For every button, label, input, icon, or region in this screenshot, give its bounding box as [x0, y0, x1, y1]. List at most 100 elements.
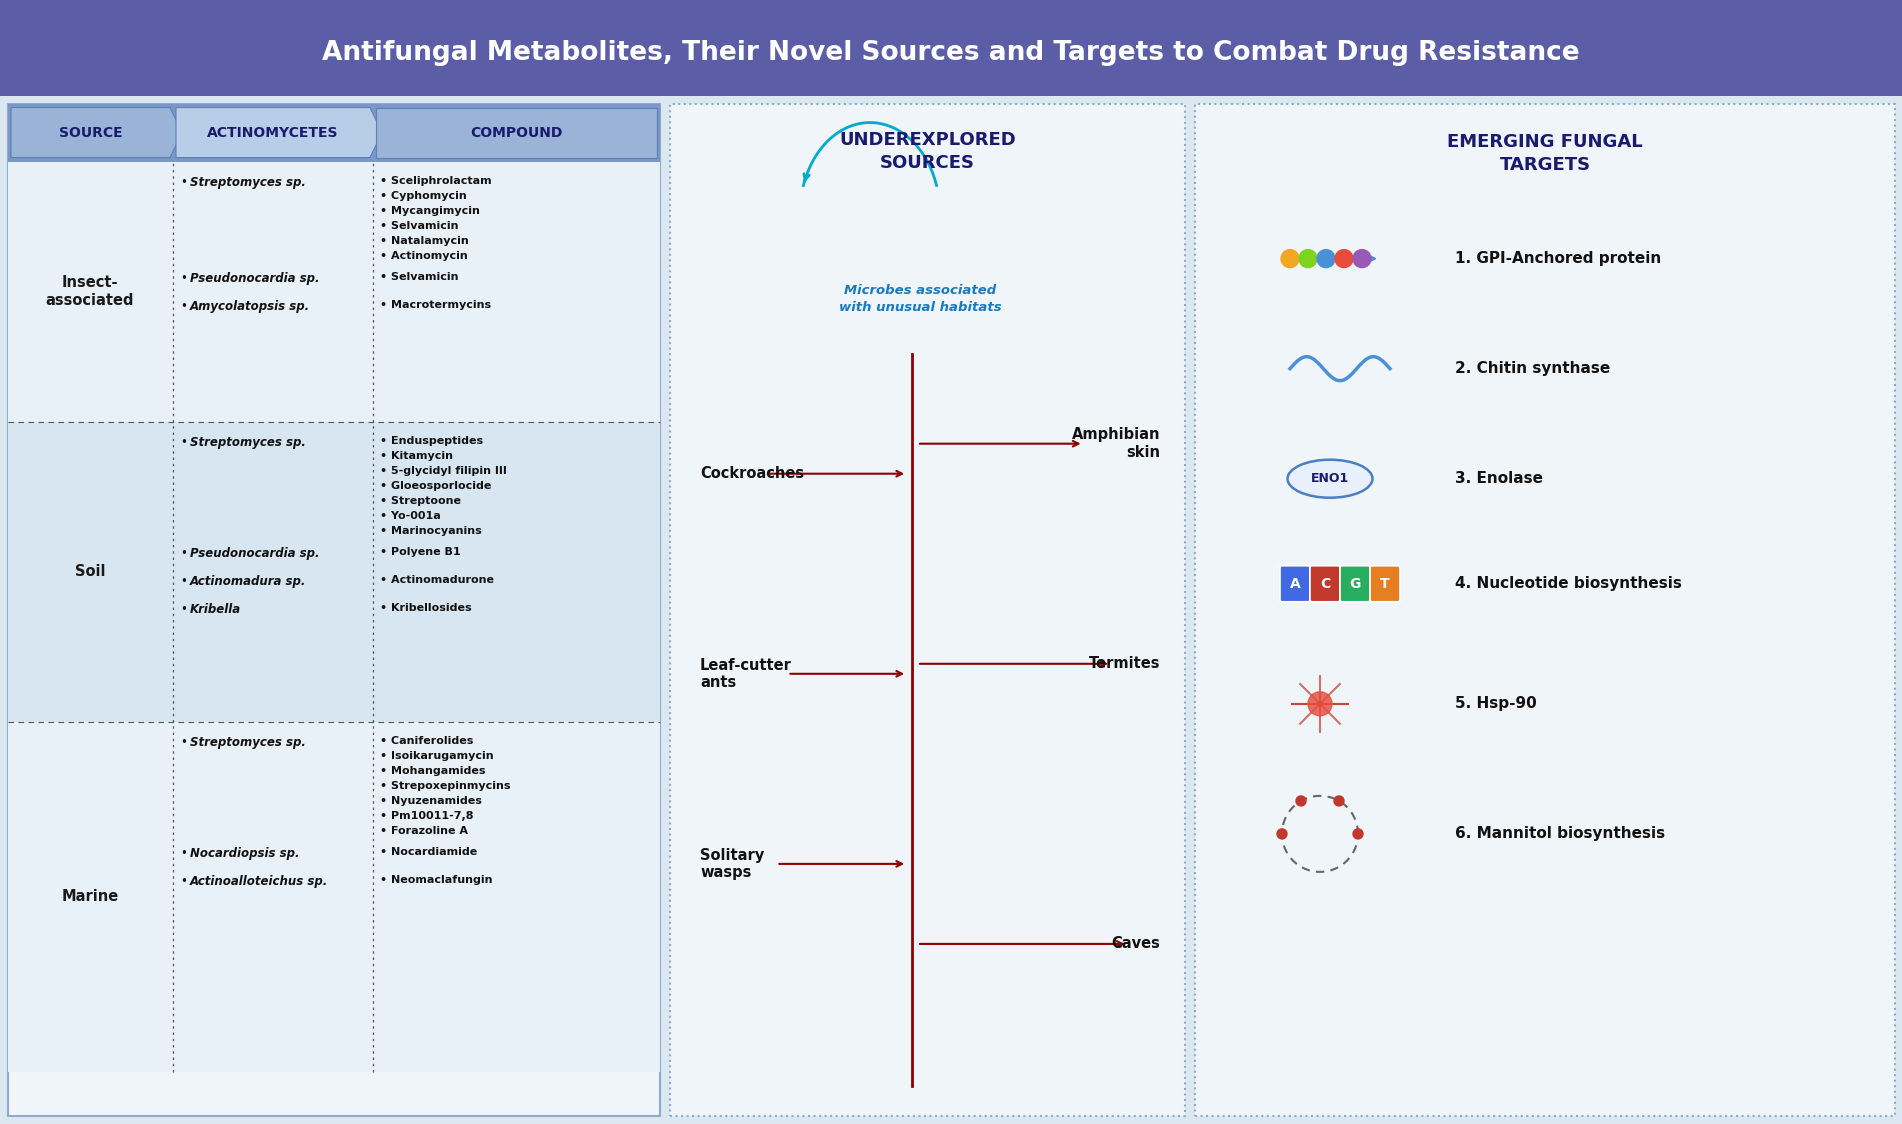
Text: • Neomaclafungin: • Neomaclafungin	[380, 874, 493, 885]
Circle shape	[1352, 828, 1364, 839]
Text: Solitary
wasps: Solitary wasps	[700, 847, 765, 880]
Text: • Cyphomycin: • Cyphomycin	[380, 191, 466, 200]
Text: Leaf-cutter
ants: Leaf-cutter ants	[700, 658, 791, 690]
Circle shape	[1309, 691, 1331, 716]
FancyBboxPatch shape	[1280, 565, 1310, 601]
Ellipse shape	[1288, 460, 1373, 498]
Text: 3. Enolase: 3. Enolase	[1455, 471, 1543, 487]
Text: •: •	[181, 272, 186, 284]
Text: Antifungal Metabolites, Their Novel Sources and Targets to Combat Drug Resistanc: Antifungal Metabolites, Their Novel Sour…	[321, 39, 1581, 65]
Text: • Actinomycin: • Actinomycin	[380, 251, 468, 261]
Text: COMPOUND: COMPOUND	[470, 126, 563, 139]
Text: • Pm10011-7,8: • Pm10011-7,8	[380, 810, 474, 821]
Text: • Selvamicin: • Selvamicin	[380, 272, 458, 282]
Text: Kribella: Kribella	[190, 602, 242, 616]
Text: •: •	[181, 874, 186, 888]
Text: • Actinomadurone: • Actinomadurone	[380, 574, 495, 584]
Text: Streptomyces sp.: Streptomyces sp.	[190, 436, 306, 448]
FancyBboxPatch shape	[1194, 103, 1894, 1116]
Text: Amycolatopsis sp.: Amycolatopsis sp.	[190, 300, 310, 312]
FancyBboxPatch shape	[1369, 565, 1400, 601]
Circle shape	[1333, 796, 1345, 806]
Bar	[8, 722, 660, 1072]
Text: •: •	[181, 574, 186, 588]
FancyArrowPatch shape	[921, 941, 1122, 946]
FancyArrowPatch shape	[789, 671, 902, 677]
Text: •: •	[181, 846, 186, 860]
Text: UNDEREXPLORED
SOURCES: UNDEREXPLORED SOURCES	[839, 132, 1016, 172]
Text: 6. Mannitol biosynthesis: 6. Mannitol biosynthesis	[1455, 826, 1664, 842]
Text: •: •	[181, 736, 186, 749]
Text: • Strepoxepinmycins: • Strepoxepinmycins	[380, 781, 510, 791]
Text: • 5-glycidyl filipin III: • 5-glycidyl filipin III	[380, 465, 506, 475]
Text: EMERGING FUNGAL
TARGETS: EMERGING FUNGAL TARGETS	[1447, 134, 1643, 174]
FancyArrowPatch shape	[768, 471, 902, 477]
Text: • Forazoline A: • Forazoline A	[380, 826, 468, 836]
Text: Streptomyces sp.: Streptomyces sp.	[190, 736, 306, 749]
Text: 5. Hsp-90: 5. Hsp-90	[1455, 696, 1537, 711]
Text: Pseudonocardia sp.: Pseudonocardia sp.	[190, 546, 320, 560]
Text: 2. Chitin synthase: 2. Chitin synthase	[1455, 361, 1611, 377]
Polygon shape	[177, 108, 382, 157]
Text: Soil: Soil	[74, 564, 105, 579]
Bar	[8, 162, 660, 422]
Text: • Yo-001a: • Yo-001a	[380, 510, 441, 520]
Text: • Sceliphrolactam: • Sceliphrolactam	[380, 175, 491, 185]
Text: • Gloeosporlocide: • Gloeosporlocide	[380, 481, 491, 491]
Circle shape	[1282, 250, 1299, 268]
Text: • Kitamycin: • Kitamycin	[380, 451, 453, 461]
FancyBboxPatch shape	[670, 103, 1185, 1116]
Text: • Nyuzenamides: • Nyuzenamides	[380, 796, 481, 806]
Text: G: G	[1349, 577, 1360, 591]
Bar	[8, 103, 660, 162]
Text: Actinomadura sp.: Actinomadura sp.	[190, 574, 306, 588]
Polygon shape	[11, 108, 183, 157]
Text: •: •	[181, 436, 186, 448]
Text: Nocardiopsis sp.: Nocardiopsis sp.	[190, 846, 299, 860]
Circle shape	[1299, 250, 1316, 268]
Text: •: •	[181, 602, 186, 616]
Text: • Enduspeptides: • Enduspeptides	[380, 436, 483, 446]
FancyBboxPatch shape	[1310, 565, 1341, 601]
Text: • Kribellosides: • Kribellosides	[380, 602, 472, 613]
Text: C: C	[1320, 577, 1329, 591]
Text: ENO1: ENO1	[1310, 472, 1349, 486]
FancyArrowPatch shape	[780, 861, 902, 867]
Text: Microbes associated
with unusual habitats: Microbes associated with unusual habitat…	[839, 283, 1000, 314]
Text: • Marinocyanins: • Marinocyanins	[380, 526, 481, 536]
FancyArrowPatch shape	[921, 441, 1078, 446]
Text: Streptomyces sp.: Streptomyces sp.	[190, 175, 306, 189]
Text: • Streptoone: • Streptoone	[380, 496, 460, 506]
Circle shape	[1352, 250, 1371, 268]
Text: • Polyene B1: • Polyene B1	[380, 546, 460, 556]
Text: Termites: Termites	[1088, 656, 1160, 671]
Text: • Isoikarugamycin: • Isoikarugamycin	[380, 751, 495, 761]
Circle shape	[1295, 796, 1307, 806]
Bar	[8, 422, 660, 722]
FancyBboxPatch shape	[8, 103, 660, 1116]
Text: • Macrotermycins: • Macrotermycins	[380, 300, 491, 309]
Text: • Caniferolides: • Caniferolides	[380, 736, 474, 746]
Text: SOURCE: SOURCE	[59, 126, 122, 139]
FancyBboxPatch shape	[1341, 565, 1369, 601]
Text: Insect-
associated: Insect- associated	[46, 275, 135, 308]
Text: Pseudonocardia sp.: Pseudonocardia sp.	[190, 272, 320, 284]
Text: • Natalamycin: • Natalamycin	[380, 236, 468, 246]
Text: T: T	[1381, 577, 1390, 591]
Text: ACTINOMYCETES: ACTINOMYCETES	[207, 126, 339, 139]
Text: Amphibian
skin: Amphibian skin	[1071, 427, 1160, 460]
FancyArrowPatch shape	[921, 661, 1105, 667]
Text: Cockroaches: Cockroaches	[700, 466, 805, 481]
Circle shape	[1316, 250, 1335, 268]
Polygon shape	[377, 108, 656, 157]
Text: • Nocardiamide: • Nocardiamide	[380, 846, 477, 856]
Text: •: •	[181, 300, 186, 312]
Text: •: •	[181, 546, 186, 560]
Text: Actinoalloteichus sp.: Actinoalloteichus sp.	[190, 874, 329, 888]
Text: 1. GPI-Anchored protein: 1. GPI-Anchored protein	[1455, 251, 1660, 266]
Circle shape	[1335, 250, 1352, 268]
Text: • Mohangamides: • Mohangamides	[380, 765, 485, 776]
Text: Marine: Marine	[61, 889, 118, 905]
Text: 4. Nucleotide biosynthesis: 4. Nucleotide biosynthesis	[1455, 577, 1681, 591]
Circle shape	[1276, 828, 1288, 839]
